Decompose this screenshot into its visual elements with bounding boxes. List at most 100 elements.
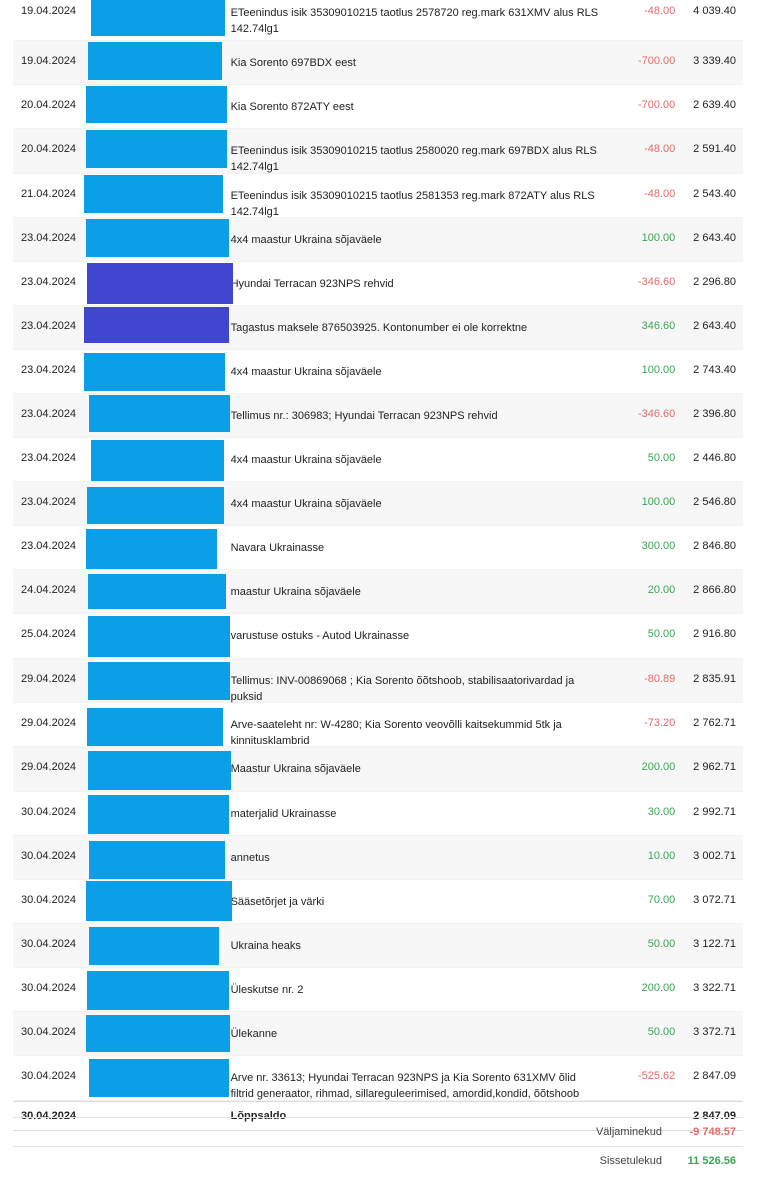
transaction-amount: 100.00 [641,364,676,376]
transaction-description: 4x4 maastur Ukraina sõjaväele [230,454,382,466]
table-row: 23.04.2024 4x4 maastur Ukraina sõjaväele 1… [13,482,743,526]
redaction-block [86,263,233,304]
table-row: 19.04.2024 ETeenindus isik 35309010215 ta… [13,0,743,41]
table-row: 30.04.2024 Sääsetõrjet ja värki 70.00 3 072… [13,880,743,924]
incoming-summary: Sissetulekud 11 526.56 [13,1146,743,1175]
redaction-block [87,616,230,657]
transaction-amount: -346.60 [637,408,676,420]
table-row: 30.04.2024 Üleskutse nr. 2 200.00 3 322.71 [13,968,743,1012]
transaction-description: Arve-saateleht nr: W-4280; Kia Sorento v… [230,719,562,747]
running-balance: 3 122.71 [693,938,736,950]
redaction-block [87,662,230,700]
running-balance: 2 396.80 [693,408,736,420]
transaction-amount: 300.00 [641,540,676,552]
transaction-description: ETeenindus isik 35309010215 taotlus 2580… [230,145,597,173]
transaction-description: materjalid Ukrainasse [230,808,337,820]
table-row: 24.04.2024 maastur Ukraina sõjaväele 20.00… [13,570,743,614]
running-balance: 2 643.40 [693,320,736,332]
transaction-date: 30.04.2024 [21,938,77,950]
transaction-description: Arve nr. 33613; Hyundai Terracan 923NPS … [230,1072,580,1100]
redaction-block [87,795,229,834]
transaction-description: 4x4 maastur Ukraina sõjaväele [230,366,382,378]
transaction-description: Ukraina heaks [230,940,301,952]
transaction-date: 23.04.2024 [21,276,77,288]
redaction-block [90,440,224,481]
transaction-description: Sääsetõrjet ja värki [230,896,325,908]
running-balance: 2 543.40 [693,188,736,200]
transaction-amount: 346.60 [641,320,676,332]
transaction-amount: 50.00 [647,1026,676,1038]
transaction-date: 23.04.2024 [21,320,77,332]
transaction-description: Tellimus: INV-00869068 ; Kia Sorento õõt… [230,675,575,703]
redaction-block [83,353,225,391]
running-balance: 2 916.80 [693,628,736,640]
redaction-block [85,219,229,257]
running-balance: 3 372.71 [693,1026,736,1038]
closing-label: Lõppsaldo [230,1110,287,1122]
transaction-description: ETeenindus isik 35309010215 taotlus 2578… [230,7,599,35]
transaction-amount: -700.00 [637,55,676,67]
transaction-date: 23.04.2024 [21,496,77,508]
transaction-description: 4x4 maastur Ukraina sõjaväele [230,498,382,510]
running-balance: 3 339.40 [693,55,736,67]
table-row: 23.04.2024 Navara Ukrainasse 300.00 2 846.8… [13,526,743,570]
transaction-description: varustuse ostuks - Autod Ukrainasse [230,630,410,642]
transaction-amount: -525.62 [637,1070,676,1082]
transaction-date: 30.04.2024 [21,1070,77,1082]
running-balance: 2 546.80 [693,496,736,508]
running-balance: 2 296.80 [693,276,736,288]
redaction-block [85,130,227,168]
running-balance: 2 962.71 [693,761,736,773]
outgoing-label: Väljaminekud [595,1126,662,1138]
transaction-description: Maastur Ukraina sõjaväele [230,763,361,775]
running-balance: 2 446.80 [693,452,736,464]
transaction-amount: 100.00 [641,232,676,244]
outgoing-value: -9 748.57 [689,1126,736,1138]
transaction-date: 23.04.2024 [21,408,77,420]
transaction-date: 23.04.2024 [21,232,77,244]
transaction-date: 19.04.2024 [21,55,77,67]
transaction-date: 29.04.2024 [21,761,77,773]
transaction-date: 30.04.2024 [21,806,77,818]
transaction-description: Üleskutse nr. 2 [230,984,304,996]
running-balance: 2 591.40 [693,143,736,155]
incoming-value: 11 526.56 [687,1155,736,1167]
transaction-date: 20.04.2024 [21,143,77,155]
transaction-amount: 200.00 [641,982,676,994]
redaction-block [85,529,217,569]
transaction-amount: -73.20 [644,717,676,729]
transaction-amount: -700.00 [637,99,676,111]
transaction-date: 19.04.2024 [21,5,77,17]
table-row: 30.04.2024 Ülekanne 50.00 3 372.71 [13,1012,743,1056]
running-balance: 2 847.09 [693,1070,736,1082]
transaction-date: 29.04.2024 [21,673,77,685]
running-balance: 3 072.71 [693,894,736,906]
transaction-date: 30.04.2024 [21,1026,77,1038]
redaction-block [85,881,232,921]
running-balance: 2 846.80 [693,540,736,552]
transaction-amount: 50.00 [647,938,676,950]
redaction-block [87,751,231,790]
transaction-amount: 200.00 [641,761,676,773]
table-row: 30.04.2024 materjalid Ukrainasse 30.00 2 99… [13,792,743,836]
transaction-date: 23.04.2024 [21,540,77,552]
redaction-block [88,1059,229,1097]
incoming-label: Sissetulekud [599,1155,662,1167]
table-row: 23.04.2024 Hyundai Terracan 923NPS rehvid… [13,262,743,306]
redaction-block [86,487,224,524]
running-balance: 2 992.71 [693,806,736,818]
redaction-block [88,841,225,879]
transaction-amount: -48.00 [644,188,676,200]
transaction-date: 21.04.2024 [21,188,77,200]
redaction-block [83,307,229,343]
redaction-block [86,708,223,746]
transaction-amount: 10.00 [647,850,676,862]
redaction-block [87,574,226,609]
closing-date: 30.04.2024 [21,1110,77,1122]
redaction-block [88,927,219,965]
transaction-amount: -80.89 [644,673,676,685]
transaction-description: Kia Sorento 872ATY eest [230,101,354,113]
redaction-block [87,42,222,80]
redaction-block [85,86,227,123]
transaction-amount: 70.00 [647,894,676,906]
